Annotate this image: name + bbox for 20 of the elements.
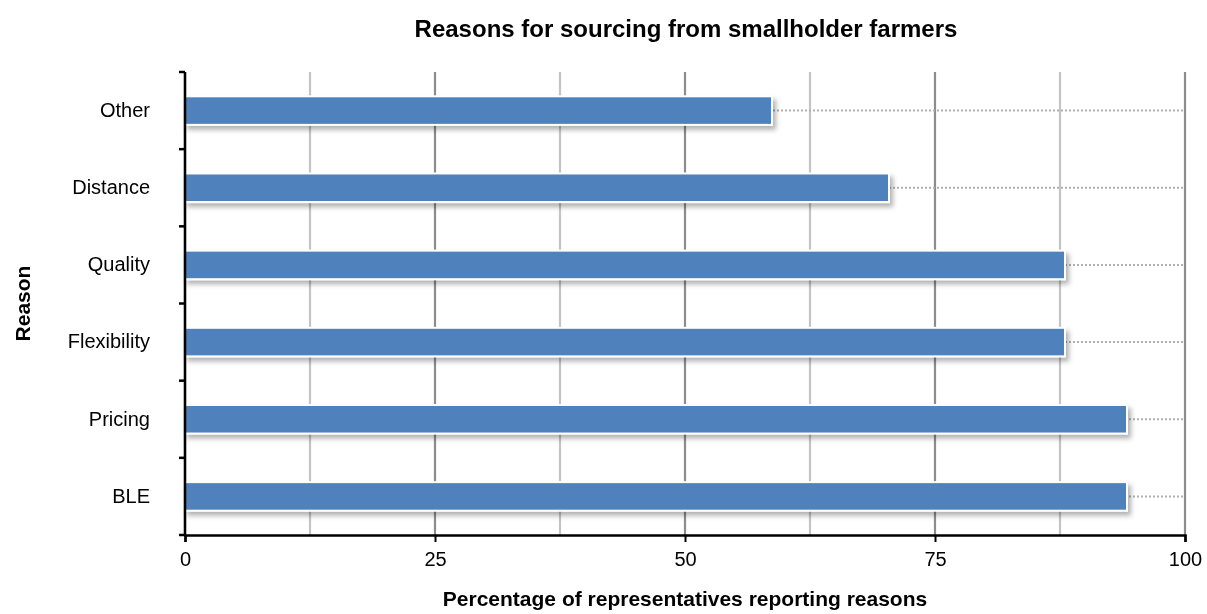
- bar: [184, 249, 1066, 281]
- bar: [184, 95, 773, 126]
- bar: [184, 172, 890, 204]
- y-axis-title: Reason: [11, 265, 34, 342]
- y-tick-label: Other: [99, 98, 151, 121]
- bar: [184, 481, 1128, 512]
- x-tick-label: 100: [1168, 548, 1203, 571]
- x-axis-title: Percentage of representatives reporting reasons: [442, 587, 928, 610]
- y-tick-label: BLE: [112, 484, 150, 507]
- x-tick-label: 50: [674, 548, 697, 571]
- x-tick-label: 0: [179, 548, 192, 571]
- y-tick-label: Flexibility: [67, 330, 150, 353]
- x-tick-label: 75: [924, 548, 947, 571]
- y-tick-label: Quality: [87, 253, 150, 276]
- x-tick-label: 25: [424, 548, 447, 571]
- bar: [184, 403, 1128, 435]
- y-tick-label: Pricing: [88, 407, 150, 430]
- y-tick-label: Distance: [72, 176, 150, 199]
- bar: [184, 326, 1066, 358]
- chart-title: Reasons for sourcing from smallholder farmers: [414, 15, 958, 42]
